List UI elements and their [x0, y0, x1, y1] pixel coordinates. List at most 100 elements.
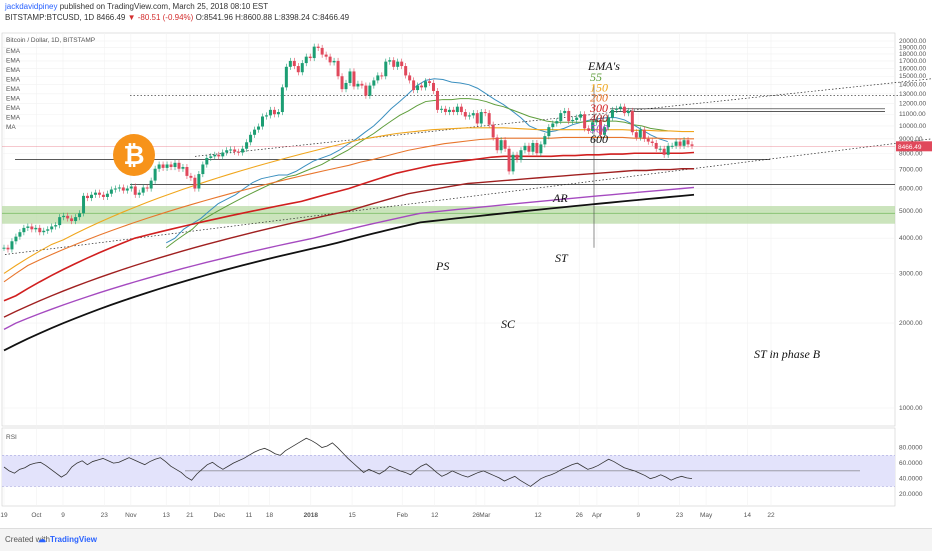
price-tick-label: 3000.00: [899, 270, 923, 277]
tradingview-brand[interactable]: TradingView: [50, 535, 97, 544]
candle-body: [459, 106, 463, 113]
candle-body: [666, 145, 670, 155]
ema-legend-item: 55: [590, 70, 602, 84]
candle-body: [316, 46, 320, 48]
candle-body: [443, 108, 447, 113]
candle-body: [364, 85, 368, 96]
candle-body: [575, 117, 579, 120]
time-tick-label: 23: [101, 512, 109, 519]
price-tick-label: 16000.00: [899, 65, 926, 72]
candle-body: [491, 124, 495, 138]
candle-body: [583, 114, 587, 129]
ema-legend-item: 600: [590, 132, 608, 146]
candle-body: [292, 60, 296, 67]
candle-body: [101, 194, 105, 197]
candle-body: [495, 137, 499, 151]
candle-body: [507, 148, 511, 172]
symbol-line: BITSTAMP:BTCUSD, 1D 8466.49 ▼ -80.51 (-0…: [5, 13, 349, 23]
candle-body: [650, 141, 654, 143]
candle-body: [173, 162, 177, 168]
candle-body: [599, 119, 603, 135]
candle-body: [535, 142, 539, 154]
candle-body: [392, 60, 396, 67]
annotation-st: ST: [555, 251, 569, 265]
annotation-ar: AR: [552, 191, 568, 205]
candle-body: [46, 229, 50, 231]
time-tick-label: 12: [431, 512, 439, 519]
price-change: ▼ -80.51 (-0.94%): [127, 13, 194, 22]
candle-body: [209, 156, 213, 158]
time-tick-label: 13: [163, 512, 171, 519]
candle-body: [34, 227, 38, 230]
candle-body: [400, 61, 404, 67]
candle-body: [360, 83, 364, 86]
time-tick-label: 9: [636, 512, 640, 519]
price-tick-label: 12000.00: [899, 101, 926, 108]
candle-body: [662, 148, 666, 155]
candle-body: [141, 187, 145, 193]
time-tick-label: Apr: [592, 512, 603, 519]
accumulation-zone: [2, 206, 895, 224]
ema-line: [3, 127, 694, 274]
candle-body: [217, 154, 221, 157]
candle-body: [380, 75, 384, 77]
candle-body: [189, 175, 193, 178]
candle-body: [229, 149, 233, 151]
candle-body: [368, 85, 372, 96]
candle-body: [320, 47, 324, 55]
candle-body: [241, 148, 245, 153]
price-tick-label: 2000.00: [899, 320, 923, 327]
candle-body: [344, 82, 348, 90]
ema-legend-item: 500: [590, 122, 608, 136]
rsi-tick-label: 20.0000: [899, 491, 923, 498]
candle-body: [487, 113, 491, 125]
candle-body: [89, 194, 93, 199]
footer-bar: Created with ☁ TradingView: [0, 528, 932, 551]
candle-body: [551, 123, 555, 128]
price-tick-label: 4000.00: [899, 235, 923, 242]
candle-body: [690, 144, 694, 146]
price-chart[interactable]: 1000.00 2000.00 3000.00 4000.00 5000.00 6000.…: [0, 28, 932, 528]
price-tick-label: 8000.00: [899, 150, 923, 157]
time-tick-label: May: [700, 512, 713, 519]
tradingview-logo-icon[interactable]: ☁: [38, 535, 46, 544]
indicator-label: EMA: [6, 58, 21, 65]
candle-body: [642, 129, 646, 139]
candle-body: [10, 241, 14, 250]
candle-body: [109, 189, 113, 194]
candle-body: [105, 193, 109, 197]
ema-legend-title: EMA's: [587, 59, 620, 73]
candle-body: [18, 232, 22, 237]
candle-body: [66, 215, 70, 219]
candle-body: [475, 113, 479, 124]
candle-body: [606, 117, 610, 128]
price-tick-label: 6000.00: [899, 185, 923, 192]
candle-body: [296, 66, 300, 73]
bitcoin-symbol-icon: ₿: [123, 140, 144, 170]
candle-body: [86, 195, 90, 199]
candle-body: [483, 112, 487, 114]
candle-body: [388, 60, 392, 62]
price-tick-label: 20000.00: [899, 38, 926, 45]
candle-body: [205, 157, 209, 165]
candle-body: [181, 167, 185, 169]
price-panel: [1, 32, 896, 427]
candle-body: [42, 230, 46, 233]
candle-body: [260, 116, 264, 127]
author-link[interactable]: jackdavidpiney: [5, 2, 58, 11]
candle-body: [213, 154, 217, 157]
time-tick-label: 12: [534, 512, 542, 519]
price-tick-label: 13000.00: [899, 91, 926, 98]
candle-body: [2, 247, 6, 249]
ema-legend-item: 300: [589, 101, 608, 115]
candle-body: [471, 113, 475, 116]
candle-body: [272, 109, 276, 115]
candle-body: [133, 186, 137, 195]
candle-body: [169, 164, 173, 168]
candle-body: [428, 81, 432, 83]
candle-body: [308, 56, 312, 59]
candle-body: [193, 177, 197, 189]
candle-body: [523, 145, 527, 151]
candle-body: [610, 109, 614, 118]
ema-legend-item: 400: [590, 111, 608, 125]
